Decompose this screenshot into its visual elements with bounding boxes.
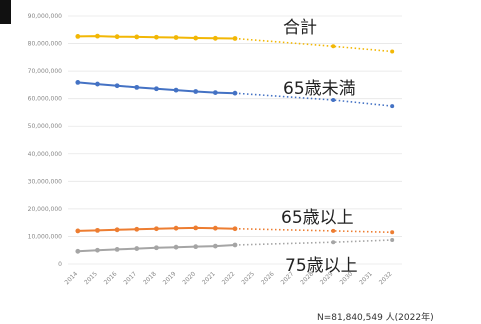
- series-line-projection: [234, 92, 393, 107]
- data-point: [114, 83, 120, 89]
- data-point: [95, 247, 100, 253]
- label-under-65: 65歳未満: [283, 79, 356, 99]
- data-point: [331, 240, 336, 245]
- x-tick-label: 2017: [122, 270, 138, 286]
- y-tick-label: 10,000,000: [28, 233, 63, 240]
- x-tick-label: 2026: [260, 270, 276, 286]
- sample-size-note: N=81,840,549 人(2022年): [317, 313, 434, 323]
- y-tick-label: 40,000,000: [28, 151, 63, 158]
- gridlines: [68, 15, 402, 265]
- x-tick-label: 2015: [83, 270, 99, 286]
- data-point: [173, 35, 179, 40]
- data-point: [193, 89, 199, 94]
- data-point: [212, 243, 218, 249]
- data-point: [232, 36, 238, 41]
- data-point: [390, 104, 395, 109]
- data-point: [212, 225, 218, 231]
- data-point: [95, 33, 100, 39]
- series-points: [75, 33, 395, 254]
- series-line-projection: [234, 37, 393, 53]
- data-point: [390, 238, 395, 243]
- label-total: 合計: [283, 18, 317, 38]
- data-point: [193, 35, 199, 41]
- x-tick-label: 2031: [358, 270, 374, 286]
- data-point: [173, 244, 179, 250]
- x-tick-label: 2016: [103, 270, 119, 286]
- data-point: [154, 34, 159, 40]
- y-tick-label: 50,000,000: [28, 123, 63, 130]
- data-point: [75, 248, 81, 254]
- y-tick-label: 20,000,000: [28, 206, 63, 213]
- data-point: [331, 98, 336, 103]
- data-point: [173, 225, 179, 231]
- data-point: [212, 35, 218, 41]
- x-tick-label: 2022: [221, 270, 237, 286]
- y-tick-label: 60,000,000: [28, 96, 63, 103]
- data-point: [75, 33, 81, 39]
- data-point: [134, 226, 140, 232]
- label-75-plus: 75歳以上: [285, 256, 358, 276]
- data-point: [154, 86, 159, 92]
- data-point: [232, 226, 238, 232]
- data-point: [154, 226, 159, 232]
- y-tick-label: 0: [58, 261, 62, 268]
- y-tick-label: 70,000,000: [28, 68, 63, 75]
- data-point: [331, 44, 336, 49]
- y-axis-ticks: 0 10,000,000 20,000,000 30,000,000 40,000,00…: [28, 13, 63, 268]
- data-point: [331, 228, 336, 233]
- data-point: [114, 246, 120, 252]
- data-point: [212, 90, 218, 96]
- data-point: [390, 49, 395, 54]
- data-point: [232, 90, 238, 96]
- data-point: [390, 230, 395, 235]
- y-tick-label: 80,000,000: [28, 41, 63, 48]
- data-point: [134, 34, 140, 40]
- data-point: [173, 87, 179, 93]
- y-tick-label: 30,000,000: [28, 178, 63, 185]
- data-point: [75, 80, 81, 85]
- data-point: [154, 245, 159, 251]
- x-tick-label: 2018: [142, 270, 158, 286]
- data-point: [95, 227, 100, 233]
- data-point: [114, 227, 120, 233]
- x-tick-label: 2014: [63, 270, 79, 286]
- label-65-plus: 65歳以上: [281, 208, 354, 228]
- series-line-projection: [234, 227, 393, 234]
- data-point: [75, 228, 81, 234]
- data-point: [95, 81, 100, 87]
- data-point: [232, 242, 238, 248]
- x-tick-label: 2025: [240, 270, 256, 286]
- data-point: [134, 84, 140, 90]
- x-tick-label: 2032: [378, 270, 394, 286]
- x-tick-label: 2019: [162, 270, 178, 286]
- series-line-projection: [234, 239, 393, 246]
- y-tick-label: 90,000,000: [28, 13, 63, 20]
- x-tick-label: 2020: [181, 270, 197, 286]
- x-tick-label: 2021: [201, 270, 217, 286]
- data-point: [114, 34, 120, 40]
- corner-mark: [0, 0, 11, 24]
- data-point: [193, 244, 199, 250]
- data-point: [134, 246, 140, 251]
- data-point: [193, 225, 199, 231]
